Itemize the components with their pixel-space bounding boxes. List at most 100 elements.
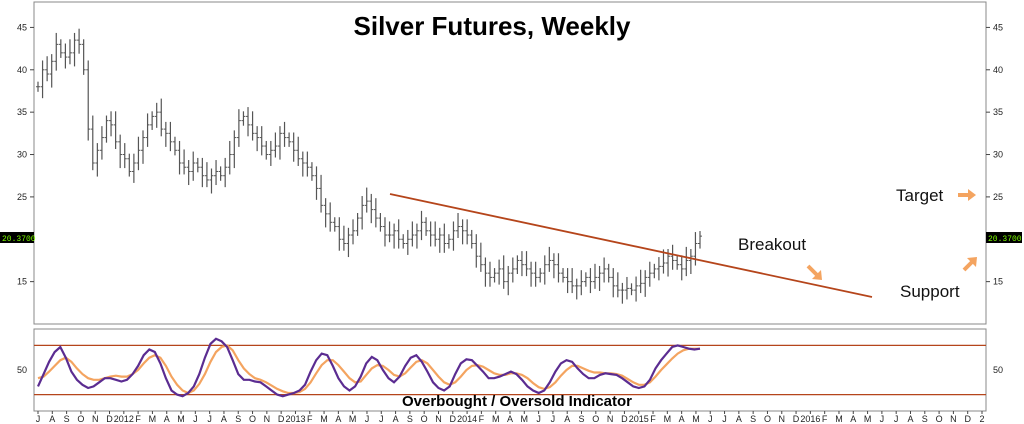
support-label: Support xyxy=(900,282,960,301)
ohlc-bar xyxy=(214,160,219,186)
ohlc-bar xyxy=(615,272,620,298)
x-tick-label: A xyxy=(221,414,227,424)
ohlc-bar xyxy=(250,111,255,141)
ohlc-bar xyxy=(510,257,515,283)
ohlc-bar xyxy=(259,126,264,156)
ohlc-bar xyxy=(451,221,456,251)
x-tick-label: O xyxy=(421,414,428,424)
target-label: Target xyxy=(896,186,944,205)
x-tick-label: O xyxy=(592,414,599,424)
x-tick-label: M xyxy=(692,414,700,424)
x-tick-label: D xyxy=(106,414,113,424)
ohlc-bar xyxy=(328,202,333,232)
x-tick-label: O xyxy=(936,414,943,424)
ohlc-bar xyxy=(478,242,483,272)
ohlc-bar xyxy=(465,219,470,245)
x-tick-label: J xyxy=(365,414,370,424)
target-arrow xyxy=(958,189,976,201)
x-tick-label: M xyxy=(864,414,872,424)
x-tick-label: A xyxy=(907,414,913,424)
x-tick-label: A xyxy=(393,414,399,424)
x-tick-label: A xyxy=(49,414,55,424)
chart-title: Silver Futures, Weekly xyxy=(354,11,632,41)
x-tick-label: A xyxy=(736,414,742,424)
ohlc-bar xyxy=(515,255,520,275)
x-tick-label: S xyxy=(579,414,585,424)
ohlc-bar xyxy=(556,253,561,283)
x-tick-label: M xyxy=(521,414,529,424)
ohlc-bar xyxy=(232,130,237,169)
slow-line xyxy=(37,344,700,395)
ohlc-bar xyxy=(647,261,652,287)
ohlc-bar xyxy=(364,187,369,213)
ohlc-bar xyxy=(141,130,146,164)
x-tick-label: S xyxy=(235,414,241,424)
x-tick-label: F xyxy=(307,414,313,424)
x-tick-label: J xyxy=(894,414,899,424)
ohlc-bar xyxy=(90,115,95,171)
ohlc-bar xyxy=(113,111,118,150)
y-tick-label-left: 35 xyxy=(17,107,27,117)
ohlc-bar xyxy=(319,174,324,213)
ohlc-bar xyxy=(104,115,109,143)
ohlc-bar xyxy=(273,132,278,158)
ohlc-bar xyxy=(227,140,232,175)
ohlc-bar xyxy=(428,221,433,247)
ohlc-bar xyxy=(387,221,392,243)
ohlc-bar xyxy=(351,219,356,245)
ohlc-bar xyxy=(287,132,292,147)
resistance-trendline xyxy=(389,193,873,298)
ohlc-bar xyxy=(136,136,141,171)
x-tick-label: F xyxy=(650,414,656,424)
ohlc-bar xyxy=(163,121,168,147)
ohlc-bar xyxy=(177,140,182,175)
ohlc-bar xyxy=(401,234,406,249)
x-tick-label: 2012 xyxy=(114,414,134,424)
ohlc-bar xyxy=(565,268,570,294)
ohlc-bar xyxy=(519,251,524,277)
y-tick-label-left: 25 xyxy=(17,192,27,202)
ohlc-bar xyxy=(574,278,579,300)
x-tick-label: J xyxy=(193,414,198,424)
ohlc-bar xyxy=(309,162,314,181)
x-tick-label: A xyxy=(507,414,513,424)
ohlc-bar xyxy=(86,60,91,141)
ohlc-bar xyxy=(456,212,461,238)
x-tick-label: A xyxy=(164,414,170,424)
x-tick-label: M xyxy=(835,414,843,424)
ohlc-bar xyxy=(195,157,200,173)
ohlc-bar xyxy=(497,259,502,285)
ohlc-bar xyxy=(268,140,273,166)
ohlc-bar xyxy=(561,268,566,283)
x-tick-label: N xyxy=(950,414,957,424)
ohlc-bar xyxy=(172,136,177,156)
ohlc-bar xyxy=(446,234,451,249)
x-tick-label: J xyxy=(708,414,713,424)
ohlc-bar xyxy=(529,261,534,287)
ohlc-bar xyxy=(679,255,684,281)
ohlc-bar xyxy=(159,98,164,137)
ohlc-bar xyxy=(638,269,643,294)
ohlc-bar xyxy=(264,140,269,160)
ohlc-bar xyxy=(300,151,305,177)
ohlc-bar xyxy=(410,221,415,247)
x-tick-label: 2014 xyxy=(457,414,477,424)
x-tick-label: M xyxy=(320,414,328,424)
y-tick-label-right: 35 xyxy=(993,107,1003,117)
ohlc-bar xyxy=(323,198,328,228)
ohlc-bar xyxy=(382,217,387,247)
ohlc-bar xyxy=(122,143,127,169)
svg-text:20.3700: 20.3700 xyxy=(2,235,36,244)
ohlc-bar xyxy=(373,198,378,228)
x-tick-label: F xyxy=(479,414,485,424)
x-tick-label: D xyxy=(450,414,457,424)
ohlc-bar xyxy=(592,263,597,289)
ohlc-bar xyxy=(656,257,661,281)
x-tick-label: O xyxy=(77,414,84,424)
x-tick-label: S xyxy=(64,414,70,424)
x-tick-label: S xyxy=(750,414,756,424)
y-tick-label-right: 30 xyxy=(993,150,1003,160)
ohlc-bar xyxy=(291,132,296,162)
ohlc-bar xyxy=(81,39,86,75)
